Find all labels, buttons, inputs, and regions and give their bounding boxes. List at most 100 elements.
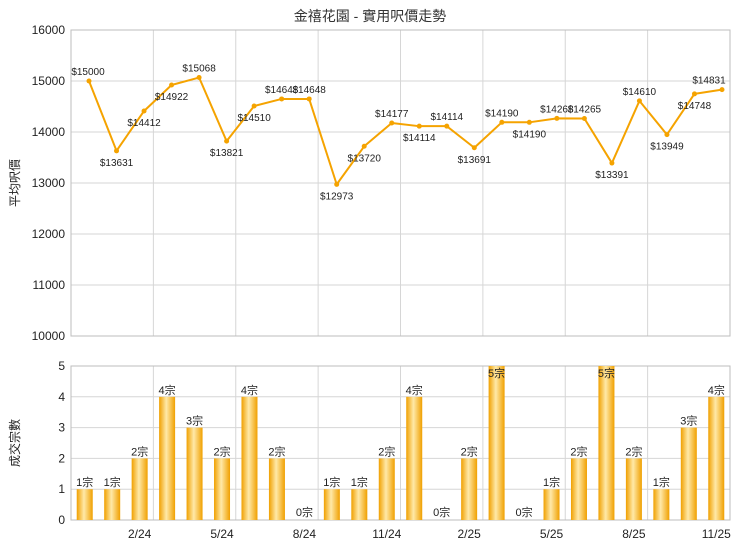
chart-title: 金禧花園 - 實用呎價走勢: [294, 8, 446, 24]
price-point: [114, 148, 120, 154]
price-data-label: $13949: [650, 142, 684, 153]
price-y-tick-label: 11000: [33, 278, 66, 292]
count-x-tick-label: 8/25: [622, 527, 646, 541]
count-bar-label: 3宗: [680, 414, 697, 428]
price-data-label: $13631: [100, 158, 134, 169]
count-bar: [214, 458, 231, 520]
count-plot-frame: [70, 365, 731, 521]
count-bar: [241, 396, 258, 520]
count-bar-label: 0宗: [433, 505, 450, 519]
count-bar: [625, 458, 642, 520]
price-data-label: $14190: [485, 108, 519, 119]
price-point: [169, 82, 175, 88]
price-data-label: $14177: [375, 109, 409, 120]
count-y-axis-label: 成交宗數: [7, 419, 22, 467]
price-y-tick-label: 13000: [32, 176, 66, 190]
price-point: [86, 78, 92, 84]
price-data-label: $13720: [348, 153, 382, 164]
price-point: [361, 143, 367, 149]
count-grid: [70, 365, 731, 521]
price-data-label: $14831: [692, 76, 726, 87]
price-panel: 10000 11000 12000 13000 14000 15000 16000 平均呎價…: [8, 23, 731, 343]
price-point: [334, 181, 340, 187]
count-bars: 1宗 1宗 2宗 4宗 3宗 2宗 4宗 2宗 0宗 1宗 1宗 2宗 4宗 0宗 2宗 5宗 0宗 1宗 2宗 5宗…: [76, 366, 725, 520]
price-data-label: $14922: [155, 92, 189, 103]
count-x-tick-label: 5/24: [210, 527, 234, 541]
count-bar-label: 4宗: [159, 383, 176, 397]
count-bar: [131, 458, 148, 520]
count-bar-label: 3宗: [186, 414, 203, 428]
count-bar: [378, 458, 395, 520]
price-point: [471, 145, 477, 151]
count-bar: [708, 396, 725, 520]
price-data-label: $14610: [623, 87, 657, 98]
count-bar-label: 1宗: [351, 475, 368, 489]
price-point: [664, 132, 670, 138]
price-point: [389, 120, 395, 126]
price-data-label: $14648: [292, 85, 326, 96]
count-bar-label: 5宗: [488, 366, 505, 380]
count-x-tick-label: 2/24: [128, 527, 152, 541]
count-y-tick-label: 3: [58, 421, 65, 435]
count-bar-label: 1宗: [653, 475, 670, 489]
price-y-tick-label: 14000: [32, 125, 66, 139]
count-y-tick-label: 1: [58, 482, 65, 496]
count-bar: [351, 489, 368, 520]
price-grid: [70, 29, 731, 337]
count-panel: 0 1 2 3 4 5 成交宗數 1宗 1宗 2宗 4宗 3宗 2宗 4宗 2宗 0宗 1宗 1宗 2宗 4宗 0宗…: [7, 359, 731, 541]
count-x-tick-label: 8/24: [293, 527, 317, 541]
price-point: [554, 115, 560, 121]
price-data-label: $15068: [182, 64, 216, 75]
count-bar: [186, 427, 203, 520]
count-bar-label: 4宗: [708, 383, 725, 397]
price-point: [141, 108, 147, 114]
count-x-tick-label: 11/24: [372, 527, 401, 541]
count-bar: [570, 458, 587, 520]
count-bar: [76, 489, 93, 520]
price-point: [719, 87, 725, 93]
price-data-label: $14265: [568, 104, 602, 115]
price-point: [526, 119, 532, 125]
count-bar-label: 2宗: [378, 444, 395, 458]
count-bar: [323, 489, 340, 520]
price-y-ticks: 10000 11000 12000 13000 14000 15000 16000: [32, 23, 66, 343]
count-bar: [159, 396, 176, 520]
price-data-label: $14412: [127, 118, 161, 129]
count-y-tick-label: 5: [58, 359, 65, 373]
count-bar-label: 1宗: [76, 475, 93, 489]
count-bar: [598, 366, 615, 520]
price-series: $15000 $13631 $14412 $14922 $15068 $13821 $145…: [71, 64, 726, 203]
price-data-label: $14190: [513, 129, 547, 140]
price-y-tick-label: 12000: [32, 227, 66, 241]
count-y-ticks: 0 1 2 3 4 5: [58, 359, 65, 527]
price-point: [306, 96, 312, 102]
price-point: [499, 119, 505, 125]
count-bar-label: 2宗: [213, 444, 230, 458]
count-x-tick-label: 11/25: [702, 527, 731, 541]
price-plot-frame: [70, 29, 731, 337]
count-bar: [104, 489, 121, 520]
price-point: [636, 98, 642, 104]
price-y-axis-label: 平均呎價: [8, 159, 22, 207]
price-point: [691, 91, 697, 97]
count-bar-label: 0宗: [516, 505, 533, 519]
price-point: [581, 115, 587, 121]
count-bar-label: 4宗: [406, 383, 423, 397]
count-bar-label: 2宗: [461, 444, 478, 458]
price-data-label: $13821: [210, 148, 244, 159]
price-data-label: $14748: [678, 101, 712, 112]
price-data-label: $14510: [237, 113, 271, 124]
price-point: [444, 123, 450, 129]
count-bar: [488, 366, 505, 520]
count-bar-label: 1宗: [104, 475, 121, 489]
price-point: [416, 123, 422, 129]
count-y-tick-label: 2: [58, 451, 65, 465]
price-data-label: $12973: [320, 191, 354, 202]
price-series-line: [88, 76, 723, 186]
price-point: [279, 96, 285, 102]
price-data-label: $14268: [540, 104, 574, 115]
price-data-label: $13391: [595, 170, 629, 181]
count-bar: [680, 427, 697, 520]
price-data-label: $14648: [265, 85, 299, 96]
